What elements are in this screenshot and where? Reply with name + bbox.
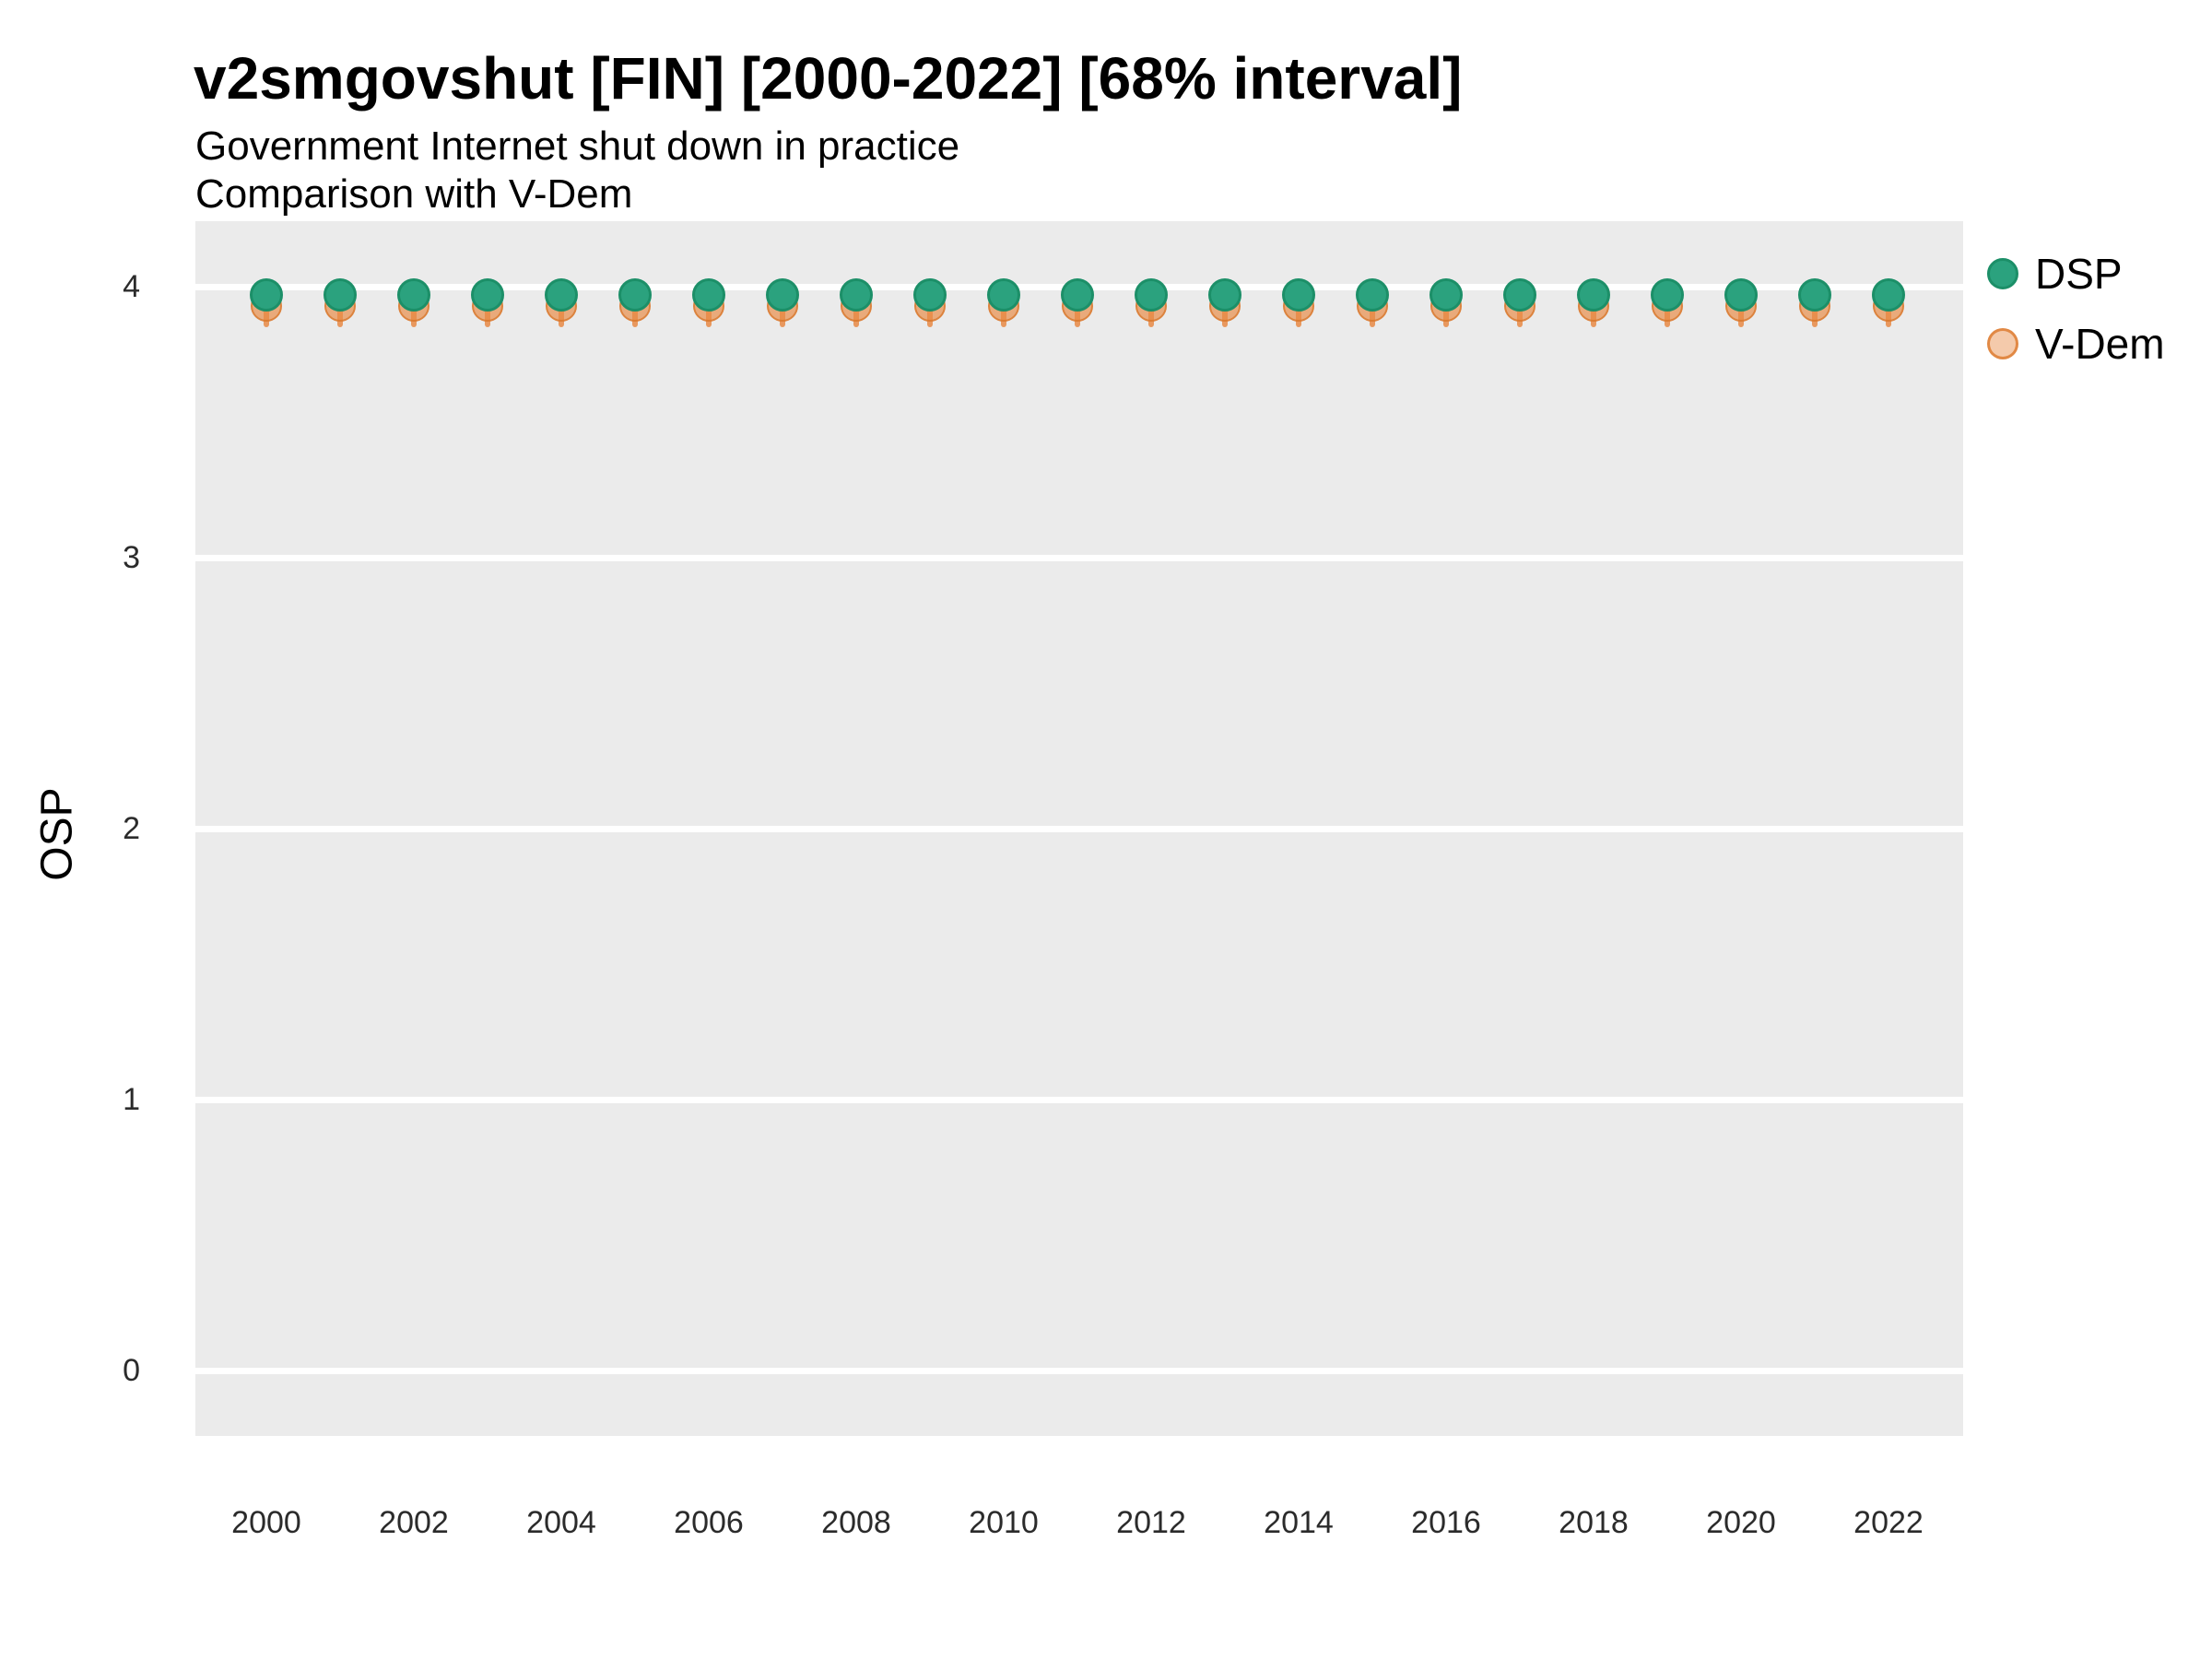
dsp-point-2022	[1872, 277, 1905, 312]
dsp-point-2003	[471, 277, 504, 312]
y-tick-label-1: 1	[123, 1082, 140, 1117]
dsp-point-2018	[1577, 277, 1610, 312]
dsp-point-2007	[766, 277, 799, 312]
dsp-point-2009	[913, 277, 947, 312]
x-tick-label-2006: 2006	[674, 1505, 744, 1540]
x-tick-label-2008: 2008	[821, 1505, 891, 1540]
dsp-point-2019	[1651, 277, 1684, 312]
dsp-point-2021	[1798, 277, 1831, 312]
chart-subtitle-comparison: Comparison with V-Dem	[195, 171, 633, 217]
major-gridline-y3	[195, 554, 1963, 561]
dsp-point-2013	[1208, 277, 1241, 312]
y-tick-label-0: 0	[123, 1353, 140, 1388]
chart-subtitle: Government Internet shut down in practic…	[195, 124, 960, 169]
legend-label-v-dem: V-Dem	[2035, 320, 2165, 368]
chart-title: v2smgovshut [FIN] [2000-2022] [68% inter…	[194, 45, 1463, 112]
x-tick-label-2018: 2018	[1559, 1505, 1629, 1540]
dsp-point-2002	[397, 277, 430, 312]
dsp-point-2000	[250, 277, 283, 312]
major-gridline-y1	[195, 1096, 1963, 1103]
dsp-point-2010	[987, 277, 1020, 312]
x-tick-label-2022: 2022	[1853, 1505, 1924, 1540]
dsp-point-2004	[545, 277, 578, 312]
legend-dot-dsp	[1987, 258, 2018, 289]
dsp-point-2006	[692, 277, 725, 312]
x-tick-label-2020: 2020	[1706, 1505, 1776, 1540]
dsp-point-2016	[1430, 277, 1463, 312]
dsp-point-2020	[1724, 277, 1758, 312]
dsp-point-2011	[1061, 277, 1094, 312]
y-tick-label-3: 3	[123, 540, 140, 575]
x-tick-label-2004: 2004	[526, 1505, 596, 1540]
y-tick-label-2: 2	[123, 811, 140, 846]
plot-panel	[195, 221, 1963, 1436]
x-tick-label-2002: 2002	[379, 1505, 449, 1540]
dsp-point-2001	[324, 277, 357, 312]
y-tick-label-4: 4	[123, 269, 140, 304]
legend-item-v-dem: V-Dem	[1987, 319, 2165, 369]
x-tick-label-2000: 2000	[231, 1505, 301, 1540]
dsp-point-2014	[1282, 277, 1315, 312]
x-tick-label-2014: 2014	[1264, 1505, 1334, 1540]
legend-label-dsp: DSP	[2035, 250, 2123, 298]
dsp-point-2008	[840, 277, 873, 312]
x-tick-label-2016: 2016	[1411, 1505, 1481, 1540]
legend-item-dsp: DSP	[1987, 249, 2165, 299]
legend-dot-v-dem	[1987, 328, 2018, 359]
dsp-point-2005	[618, 277, 652, 312]
x-tick-label-2012: 2012	[1116, 1505, 1186, 1540]
legend: DSP V-Dem	[1987, 249, 2165, 389]
major-gridline-y0	[195, 1367, 1963, 1374]
dsp-point-2012	[1135, 277, 1168, 312]
major-gridline-y2	[195, 825, 1963, 832]
dsp-point-2015	[1356, 277, 1389, 312]
x-tick-label-2010: 2010	[969, 1505, 1039, 1540]
dsp-point-2017	[1503, 277, 1536, 312]
